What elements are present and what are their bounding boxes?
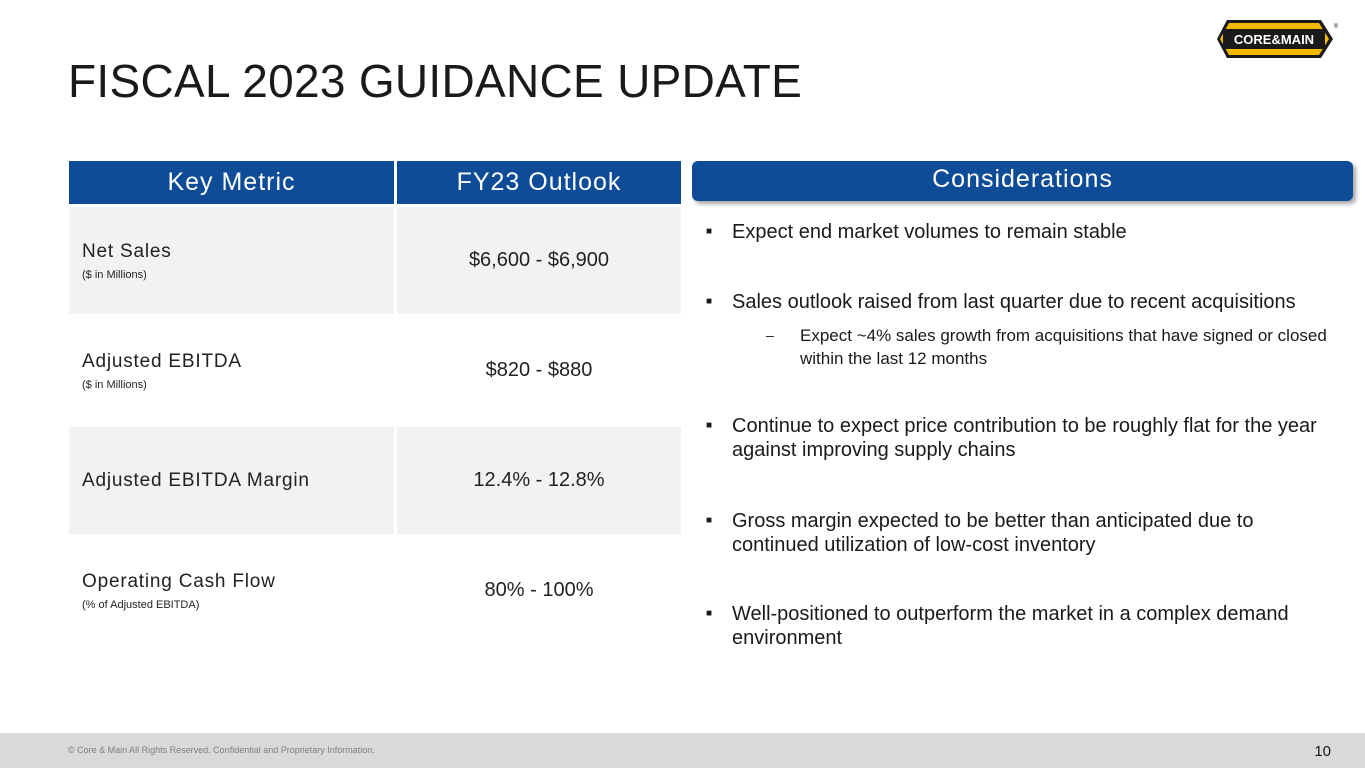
- column-header-fy23-outlook: FY23 Outlook: [397, 161, 681, 204]
- metric-name: Net Sales: [82, 240, 172, 262]
- list-item-text: Expect end market volumes to remain stab…: [732, 221, 1127, 243]
- metric-cell: Adjusted EBITDA Margin: [69, 427, 394, 534]
- metric-name: Adjusted EBITDA Margin: [82, 469, 310, 491]
- list-item: ■ Sales outlook raised from last quarter…: [706, 290, 1326, 314]
- table-header-row: Key Metric FY23 Outlook: [69, 161, 681, 204]
- core-and-main-logo: CORE&MAIN ®: [1217, 20, 1339, 58]
- column-header-key-metric: Key Metric: [69, 161, 394, 204]
- metric-cell: Operating Cash Flow (% of Adjusted EBITD…: [69, 537, 394, 644]
- outlook-value: 80% - 100%: [484, 579, 594, 601]
- metric-unit-note: ($ in Millions): [82, 378, 147, 391]
- metric-name: Operating Cash Flow: [82, 570, 276, 592]
- list-item-text: Gross margin expected to be better than …: [732, 510, 1254, 556]
- metric-unit-note: ($ in Millions): [82, 268, 147, 281]
- dash-bullet-icon: –: [766, 327, 774, 343]
- table-row: Operating Cash Flow (% of Adjusted EBITD…: [69, 537, 681, 644]
- logo-text: CORE&MAIN: [1234, 32, 1314, 47]
- table-row: Net Sales ($ in Millions) $6,600 - $6,90…: [69, 207, 681, 314]
- outlook-value: $6,600 - $6,900: [468, 249, 610, 271]
- sub-list-item: – Expect ~4% sales growth from acquisiti…: [766, 324, 1331, 370]
- list-item-text: Well-positioned to outperform the market…: [732, 603, 1289, 649]
- sub-list-item-text: Expect ~4% sales growth from acquisition…: [800, 326, 1327, 368]
- logo-registered-mark: ®: [1334, 23, 1339, 30]
- page-title: FISCAL 2023 GUIDANCE UPDATE: [68, 55, 803, 107]
- list-item: ■ Gross margin expected to be better tha…: [706, 509, 1326, 557]
- metric-unit-note: (% of Adjusted EBITDA): [82, 598, 200, 611]
- list-item: ■ Continue to expect price contribution …: [706, 414, 1326, 462]
- outlook-cell: 12.4% - 12.8%: [397, 427, 681, 534]
- list-item: ■ Expect end market volumes to remain st…: [706, 220, 1326, 244]
- square-bullet-icon: ■: [706, 296, 713, 307]
- list-item-text: Continue to expect price contribution to…: [732, 415, 1317, 461]
- outlook-value: $820 - $880: [485, 359, 593, 381]
- list-item: ■ Well-positioned to outperform the mark…: [706, 602, 1326, 650]
- outlook-cell: $820 - $880: [397, 317, 681, 424]
- outlook-cell: 80% - 100%: [397, 537, 681, 644]
- list-item-text: Sales outlook raised from last quarter d…: [732, 291, 1296, 313]
- table-row: Adjusted EBITDA ($ in Millions) $820 - $…: [69, 317, 681, 424]
- outlook-cell: $6,600 - $6,900: [397, 207, 681, 314]
- metric-cell: Adjusted EBITDA ($ in Millions): [69, 317, 394, 424]
- square-bullet-icon: ■: [706, 608, 713, 619]
- metric-cell: Net Sales ($ in Millions): [69, 207, 394, 314]
- table-row: Adjusted EBITDA Margin 12.4% - 12.8%: [69, 427, 681, 534]
- square-bullet-icon: ■: [706, 226, 713, 237]
- outlook-value: 12.4% - 12.8%: [473, 469, 605, 491]
- metric-name: Adjusted EBITDA: [82, 350, 242, 372]
- square-bullet-icon: ■: [706, 420, 713, 431]
- square-bullet-icon: ■: [706, 515, 713, 526]
- considerations-header: Considerations: [692, 161, 1353, 201]
- footer-bar: © Core & Main All Rights Reserved. Confi…: [0, 733, 1365, 768]
- guidance-table: Key Metric FY23 Outlook Net Sales ($ in …: [69, 161, 681, 644]
- page-number: 10: [1314, 743, 1331, 760]
- copyright-notice: © Core & Main All Rights Reserved. Confi…: [68, 745, 375, 755]
